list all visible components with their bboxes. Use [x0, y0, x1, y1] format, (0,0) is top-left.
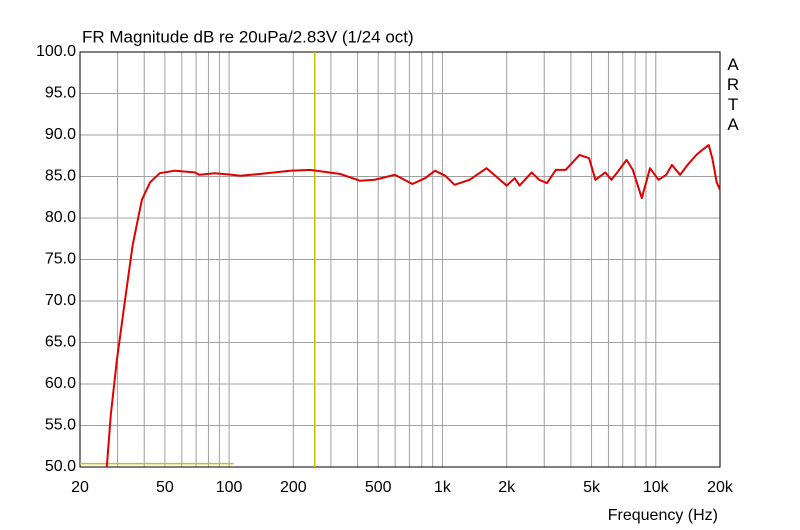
y-tick-label: 50.0 — [45, 458, 76, 475]
y-tick-label: 60.0 — [45, 375, 76, 392]
x-tick-label: 500 — [365, 479, 392, 496]
x-tick-label: 20k — [707, 479, 734, 496]
x-tick-label: 2k — [498, 479, 516, 496]
x-axis-label: Frequency (Hz) — [608, 507, 718, 524]
x-tick-label: 1k — [434, 479, 452, 496]
x-tick-label: 20 — [71, 479, 89, 496]
y-tick-label: 85.0 — [45, 168, 76, 185]
x-tick-label: 100 — [216, 479, 243, 496]
x-tick-label: 200 — [280, 479, 307, 496]
fr-curve — [105, 144, 721, 468]
y-tick-label: 75.0 — [45, 251, 76, 268]
chart-title: FR Magnitude dB re 20uPa/2.83V (1/24 oct… — [82, 27, 414, 46]
x-tick-label: 50 — [156, 479, 174, 496]
y-tick-label: 95.0 — [45, 85, 76, 102]
y-tick-label: 80.0 — [45, 209, 76, 226]
x-tick-label: 5k — [583, 479, 601, 496]
plot-frame — [79, 51, 721, 468]
y-tick-label: 65.0 — [45, 334, 76, 351]
side-label: ARTA — [724, 55, 743, 135]
x-tick-label: 10k — [643, 479, 670, 496]
y-tick-label: 100.0 — [36, 43, 76, 60]
y-tick-label: 90.0 — [45, 126, 76, 143]
y-tick-label: 55.0 — [45, 417, 76, 434]
y-tick-label: 70.0 — [45, 292, 76, 309]
